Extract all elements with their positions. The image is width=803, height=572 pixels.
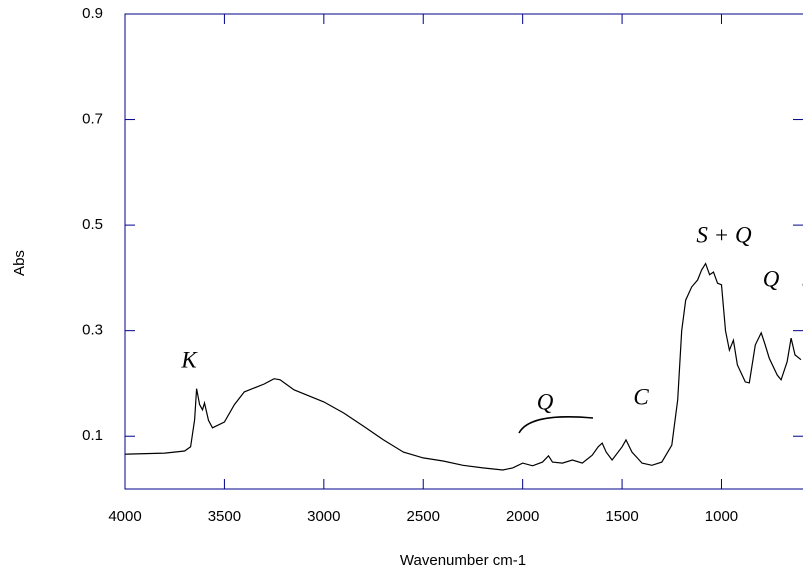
x-tick-label: 1000 <box>705 508 738 525</box>
x-tick-label: 3000 <box>307 508 340 525</box>
y-tick-label: 0.3 <box>82 322 103 339</box>
x-tick-label: 3500 <box>208 508 241 525</box>
annotation: Q <box>537 389 554 414</box>
annotation: Q <box>763 266 780 291</box>
x-tick-label: 2000 <box>506 508 539 525</box>
annotation: K <box>180 347 198 372</box>
x-tick-label: 1500 <box>605 508 638 525</box>
y-tick-label: 0.7 <box>82 111 103 128</box>
annotation: C <box>633 384 649 409</box>
spectrum-line <box>124 262 802 471</box>
annotation: S + Q <box>696 222 752 247</box>
axis-frame <box>124 13 803 490</box>
y-tick-label: 0.5 <box>82 216 103 233</box>
x-tick-label: 4000 <box>108 508 141 525</box>
y-tick-label: 0.9 <box>82 5 103 22</box>
y-tick-label: 0.1 <box>82 427 103 444</box>
x-axis-label: Wavenumber cm-1 <box>400 552 526 569</box>
y-axis-label: Abs <box>11 250 28 276</box>
x-tick-label: 2500 <box>407 508 440 525</box>
bracket <box>518 415 594 434</box>
